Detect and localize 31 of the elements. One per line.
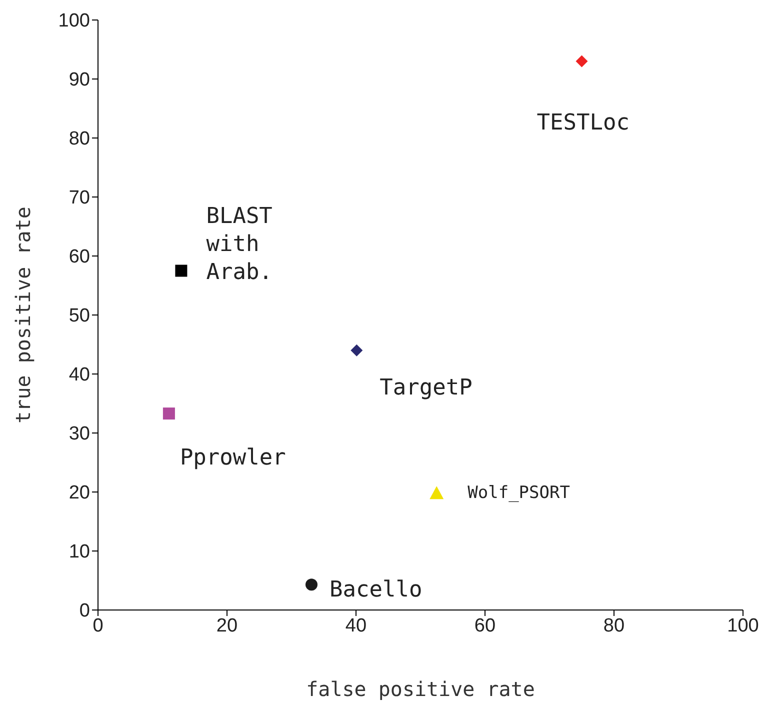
y-tick-label: 70 xyxy=(68,188,90,209)
point xyxy=(305,578,318,591)
series-label: Bacello xyxy=(329,578,422,603)
point xyxy=(162,408,175,420)
y-tick-label: 60 xyxy=(68,246,90,268)
y-tick-label: 100 xyxy=(58,10,90,32)
y-tick-label: 80 xyxy=(68,128,90,150)
point xyxy=(350,344,363,356)
series-label: Wolf_PSORT xyxy=(468,482,570,503)
y-tick-label: 40 xyxy=(68,364,90,386)
y-tick-label: 0 xyxy=(79,600,90,622)
y-tick-label: 30 xyxy=(68,424,90,445)
series-label: Pprowler xyxy=(180,446,286,471)
series-label: TargetP xyxy=(380,375,472,400)
x-tick-label: 100 xyxy=(727,615,759,636)
x-tick-label: 40 xyxy=(345,615,367,636)
y-tick-label: 50 xyxy=(68,306,90,327)
y-axis-title: true positive rate xyxy=(11,206,36,424)
text: TESTLoc xyxy=(536,110,630,136)
y-tick-label: 20 xyxy=(68,482,90,504)
x-axis-title: false positive rate xyxy=(306,677,535,702)
point xyxy=(576,55,588,68)
x-tick-label: 0 xyxy=(92,615,104,636)
series-label: BLAST with Arab. xyxy=(206,204,272,285)
x-tick-label: 20 xyxy=(216,615,238,636)
point xyxy=(430,486,444,500)
x-tick-label: 60 xyxy=(474,615,496,636)
point xyxy=(175,264,188,277)
y-tick-label: 10 xyxy=(68,542,90,563)
x-tick-label: 80 xyxy=(603,615,625,636)
y-tick-label: 90 xyxy=(68,70,90,91)
